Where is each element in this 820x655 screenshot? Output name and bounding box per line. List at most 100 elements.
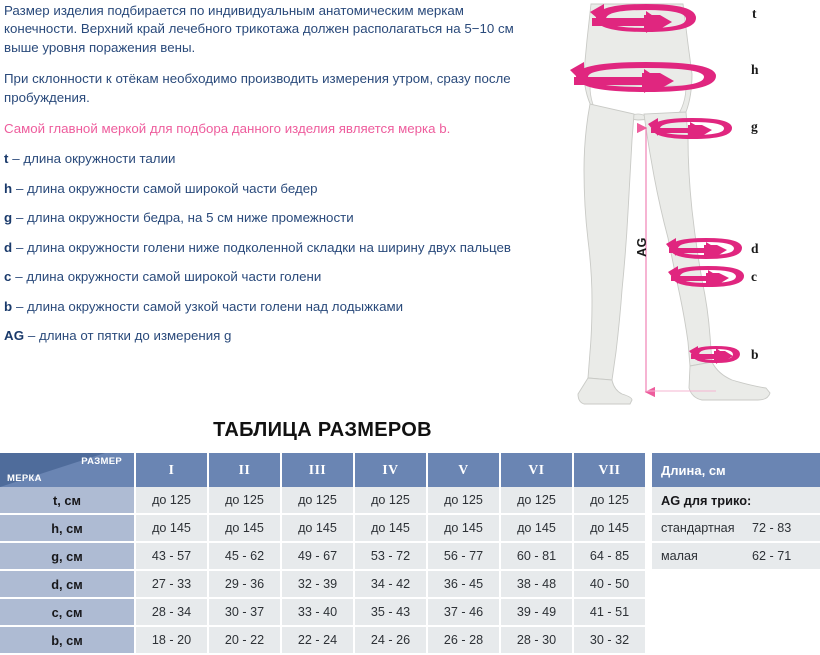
- length-row-value: 72 - 83: [752, 514, 820, 543]
- table-cell: до 145: [135, 514, 209, 543]
- legend-dash: –: [15, 298, 24, 314]
- legend-description: длина окружности самой узкой части голен…: [27, 298, 404, 314]
- table-row: t, см до 125 до 125 до 125 до 125 до 125…: [0, 487, 645, 515]
- column-header-4: IV: [354, 453, 428, 487]
- row-label: b, см: [0, 626, 136, 655]
- legend-description: длина окружности самой широкой части бед…: [27, 180, 318, 196]
- row-label: c, см: [0, 598, 136, 627]
- legend-dash: –: [15, 269, 23, 284]
- table-cell: 37 - 46: [427, 598, 501, 627]
- anatomy-measurement-diagram: t h g d c b AG: [520, 0, 820, 410]
- legend-item-t: t – длина окружности талии: [4, 150, 624, 180]
- corner-column-header-label: РАЗМЕР: [81, 456, 122, 467]
- ring-d: [666, 238, 742, 259]
- ring-g: [648, 118, 732, 139]
- table-cell: 35 - 43: [354, 598, 428, 627]
- size-table: РАЗМЕР МЕРКА I II III IV V VI VII t, см …: [0, 453, 645, 655]
- table-cell: 45 - 62: [208, 542, 282, 571]
- diagram-label-h: h: [751, 62, 759, 77]
- row-label: g, см: [0, 542, 136, 571]
- table-cell: 40 - 50: [573, 570, 645, 599]
- legend-item-c: c – длина окружности самой широкой части…: [4, 268, 624, 298]
- table-cell: 56 - 77: [427, 542, 501, 571]
- table-cell: до 145: [354, 514, 428, 543]
- table-cell: 29 - 36: [208, 570, 282, 599]
- table-cell: 26 - 28: [427, 626, 501, 655]
- table-row: d, см 27 - 33 29 - 36 32 - 39 34 - 42 36…: [0, 570, 645, 599]
- diagram-label-b: b: [751, 347, 759, 362]
- table-cell: 38 - 48: [500, 570, 574, 599]
- row-label: d, см: [0, 570, 136, 599]
- table-cell: 24 - 26: [354, 626, 428, 655]
- table-cell: до 145: [500, 514, 574, 543]
- table-cell: 64 - 85: [573, 542, 645, 571]
- body-silhouette-svg: [570, 3, 771, 405]
- table-header-row: РАЗМЕР МЕРКА I II III IV V VI VII: [0, 453, 645, 487]
- length-table-row: малая 62 - 71: [652, 542, 820, 571]
- legend-dash: –: [15, 210, 24, 225]
- legend-description: длина окружности бедра, на 5 см ниже про…: [27, 210, 354, 225]
- table-cell: до 145: [281, 514, 355, 543]
- legend-dash: –: [27, 328, 36, 343]
- legend-key: t: [4, 151, 9, 166]
- table-cell: 30 - 37: [208, 598, 282, 627]
- ring-b: [689, 346, 740, 364]
- corner-row-header-label: МЕРКА: [7, 473, 42, 484]
- table-cell: 39 - 49: [500, 598, 574, 627]
- table-cell: 41 - 51: [573, 598, 645, 627]
- table-cell: 53 - 72: [354, 542, 428, 571]
- table-cell: до 125: [135, 487, 209, 515]
- table-corner-header: РАЗМЕР МЕРКА: [0, 453, 136, 487]
- table-cell: 28 - 30: [500, 626, 574, 655]
- legend-dash: –: [15, 180, 24, 196]
- legend-description: длина окружности голени ниже подколенной…: [27, 239, 511, 255]
- table-cell: до 125: [354, 487, 428, 515]
- legend-key: g: [4, 210, 13, 225]
- intro-paragraph-1: Размер изделия подбирается по индивидуал…: [4, 3, 514, 55]
- length-table-subheader: AG для трико:: [652, 487, 820, 515]
- legend-key: c: [4, 269, 12, 284]
- length-row-name: малая: [652, 542, 752, 571]
- diagram-label-ag: AG: [634, 237, 649, 257]
- ag-dimension-line: [636, 122, 716, 398]
- legend-key: b: [4, 298, 13, 314]
- corner-diagonal-divider: [0, 453, 105, 487]
- table-cell: 28 - 34: [135, 598, 209, 627]
- table-cell: 22 - 24: [281, 626, 355, 655]
- table-cell: 32 - 39: [281, 570, 355, 599]
- length-table: Длина, см AG для трико: стандартная 72 -…: [652, 453, 820, 571]
- table-cell: до 125: [573, 487, 645, 515]
- legend-key: d: [4, 239, 13, 255]
- legend-item-ag: AG – длина от пятки до измерения g: [4, 327, 624, 357]
- length-table-header-row: Длина, см: [652, 453, 820, 487]
- column-header-6: VI: [500, 453, 574, 487]
- table-cell: 60 - 81: [500, 542, 574, 571]
- table-row: g, см 43 - 57 45 - 62 49 - 67 53 - 72 56…: [0, 542, 645, 571]
- table-cell: до 125: [281, 487, 355, 515]
- legend-item-d: d – длина окружности голени ниже подколе…: [4, 239, 624, 269]
- page-title: ТАБЛИЦА РАЗМЕРОВ: [213, 419, 432, 441]
- table-row: b, см 18 - 20 20 - 22 22 - 24 24 - 26 26…: [0, 626, 645, 655]
- length-row-value: 62 - 71: [752, 542, 820, 571]
- intro-text-block: Размер изделия подбирается по индивидуал…: [4, 2, 514, 138]
- legend-description: длина окружности талии: [23, 151, 176, 166]
- legend-description: длина окружности самой широкой части гол…: [26, 269, 322, 284]
- legend-dash: –: [15, 239, 24, 255]
- diagram-label-d: d: [751, 241, 759, 256]
- table-row: h, см до 145 до 145 до 145 до 145 до 145…: [0, 514, 645, 543]
- table-cell: до 125: [500, 487, 574, 515]
- table-cell: 30 - 32: [573, 626, 645, 655]
- ring-c: [668, 266, 744, 287]
- intro-highlight-note: Самой главной меркой для подбора данного…: [4, 121, 451, 137]
- table-cell: 20 - 22: [208, 626, 282, 655]
- legend-item-b: b – длина окружности самой узкой части г…: [4, 298, 624, 328]
- legend-dash: –: [12, 151, 20, 166]
- length-row-name: стандартная: [652, 514, 752, 543]
- legend-item-h: h – длина окружности самой широкой части…: [4, 180, 624, 210]
- table-cell: до 125: [427, 487, 501, 515]
- column-header-2: II: [208, 453, 282, 487]
- row-label: t, см: [0, 487, 136, 515]
- table-cell: до 145: [427, 514, 501, 543]
- table-cell: 43 - 57: [135, 542, 209, 571]
- diagram-label-t: t: [752, 6, 757, 21]
